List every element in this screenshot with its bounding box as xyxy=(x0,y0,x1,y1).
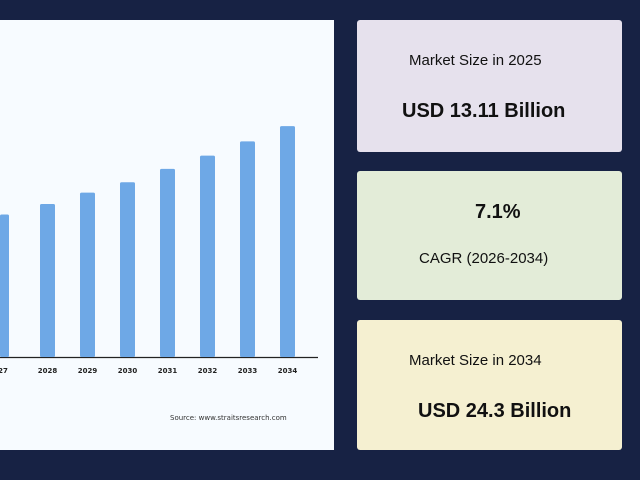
market-size-2034-card: Market Size in 2034 USD 24.3 Billion xyxy=(357,320,622,450)
cagr-value: 7.1% xyxy=(475,201,521,223)
x-tick-label: 27 xyxy=(0,367,8,375)
bar-chart-panel: 27 2028 2029 2030 2031 2032 2033 2034 Source: w… xyxy=(0,20,334,450)
market-size-2025-card: Market Size in 2025 USD 13.11 Billion xyxy=(357,20,622,152)
x-tick-label: 2028 xyxy=(38,367,58,375)
x-tick-label: 2029 xyxy=(78,367,98,375)
chart-source: Source: www.straitsresearch.com xyxy=(170,414,287,422)
bar-2031 xyxy=(160,168,175,357)
bar-2030 xyxy=(120,182,135,357)
bar-2033 xyxy=(240,141,255,357)
bar-chart: 27 2028 2029 2030 2031 2032 2033 2034 xyxy=(0,126,318,375)
x-tick-label: 2031 xyxy=(158,367,178,375)
x-tick-label: 2032 xyxy=(198,367,218,375)
x-tick-label: 2034 xyxy=(278,367,298,375)
x-tick-label: 2033 xyxy=(238,367,258,375)
bar-2027 xyxy=(0,214,9,357)
x-tick-label: 2030 xyxy=(118,367,138,375)
market-size-2034-label: Market Size in 2034 xyxy=(409,352,542,369)
bar-2029 xyxy=(80,192,95,357)
market-size-2034-value: USD 24.3 Billion xyxy=(418,400,572,422)
cagr-card: 7.1% CAGR (2026-2034) xyxy=(357,171,622,300)
bar-2028 xyxy=(40,204,55,357)
market-size-2025-value: USD 13.11 Billion xyxy=(402,100,566,122)
market-size-2025-label: Market Size in 2025 xyxy=(409,52,542,69)
cagr-label: CAGR (2026-2034) xyxy=(419,250,549,267)
bar-2032 xyxy=(200,155,215,357)
bar-2034 xyxy=(280,126,295,358)
